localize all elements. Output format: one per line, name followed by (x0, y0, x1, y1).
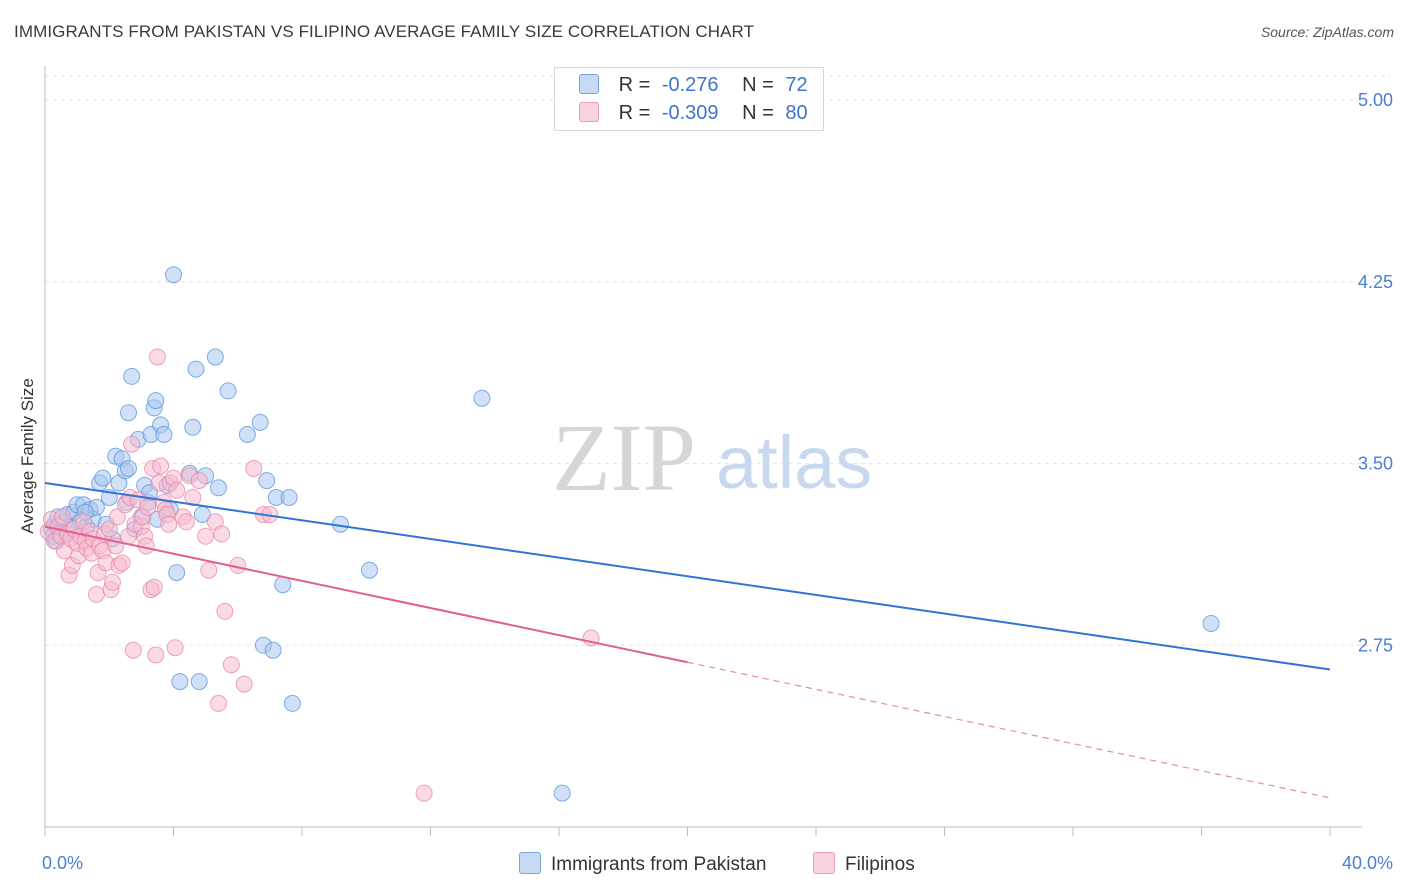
data-point (165, 266, 182, 284)
trendline-filipinos-extension (687, 661, 1331, 799)
data-point (245, 460, 263, 477)
data-point (155, 426, 173, 443)
trendline-filipinos (44, 525, 688, 664)
data-point (94, 469, 112, 487)
data-points (39, 266, 1220, 802)
y-axis-label: Average Family Size (18, 378, 37, 534)
data-point (219, 382, 237, 400)
watermark-zip: ZIP (552, 404, 696, 511)
data-point (152, 457, 170, 475)
data-point (238, 426, 256, 443)
data-point (190, 472, 208, 490)
data-point (190, 673, 208, 691)
data-point (113, 554, 131, 572)
data-point (120, 404, 137, 422)
legend-swatch-filipinos (579, 102, 599, 122)
bottom-legend-swatch-filipinos (813, 852, 835, 874)
legend-n-label: N = (742, 74, 774, 96)
data-point (166, 639, 184, 657)
source-label: Source: ZipAtlas.com (1260, 24, 1394, 40)
data-point (168, 481, 186, 499)
legend-r-value: -0.276 (661, 74, 719, 96)
data-point (147, 646, 165, 664)
watermark: ZIP atlas (552, 404, 872, 511)
y-tick-label: 5.00 (1358, 90, 1393, 110)
data-point (415, 784, 433, 802)
bottom-legend-label-filipinos: Filipinos (845, 854, 915, 875)
x-tick-label: 40.0% (1342, 853, 1393, 873)
data-point (123, 435, 141, 453)
correlation-legend: R = -0.276 N = 72 R = -0.309 N = 80 (554, 67, 824, 131)
trendline-pakistan (44, 482, 1331, 671)
legend-r-label: R = (618, 74, 651, 96)
data-point (160, 515, 178, 533)
data-point (361, 561, 378, 579)
data-point (184, 418, 202, 436)
data-point (1202, 615, 1220, 632)
y-tick-label: 2.75 (1358, 635, 1393, 655)
bottom-legend-pakistan: Immigrants from Pakistan (519, 852, 766, 876)
data-point (187, 360, 205, 378)
data-point (184, 489, 202, 506)
data-point (197, 527, 215, 545)
bottom-legend-filipinos: Filipinos (813, 852, 915, 876)
data-point (264, 641, 282, 659)
data-point (206, 348, 224, 366)
legend-r-label: R = (618, 102, 651, 124)
legend-n-label: N = (742, 102, 774, 124)
watermark-atlas: atlas (716, 421, 872, 504)
bottom-legend-label-pakistan: Immigrants from Pakistan (551, 854, 767, 875)
data-point (124, 641, 142, 659)
data-point (251, 413, 269, 431)
data-point (168, 564, 186, 582)
y-tick-label: 3.50 (1358, 454, 1393, 474)
data-point (200, 561, 218, 579)
data-point (216, 602, 234, 620)
data-point (54, 508, 72, 526)
chart-title: IMMIGRANTS FROM PAKISTAN VS FILIPINO AVE… (14, 22, 755, 41)
x-tick-label: 0.0% (42, 853, 83, 873)
data-point (147, 392, 165, 410)
trendlines (44, 482, 1331, 799)
data-point (283, 694, 301, 712)
legend-r-value: -0.309 (661, 102, 719, 124)
data-point (145, 578, 163, 596)
grid (45, 75, 1390, 646)
data-point (120, 460, 137, 477)
axis-labels: 2.75 3.50 4.25 5.00 0.0% 40.0% Average Family … (18, 90, 1393, 873)
data-point (210, 694, 227, 712)
data-point (108, 508, 126, 526)
data-point (258, 472, 276, 490)
data-point (123, 367, 141, 385)
data-point (177, 513, 195, 531)
legend-row-filipinos: R = -0.309 N = 80 (579, 102, 808, 126)
data-point (222, 656, 240, 674)
data-point (100, 520, 118, 538)
data-point (280, 489, 298, 506)
data-point (235, 675, 253, 693)
axes (44, 66, 1362, 836)
legend-n-value: 72 (785, 74, 808, 96)
data-point (87, 585, 105, 603)
legend-row-pakistan: R = -0.276 N = 72 (579, 74, 808, 98)
data-point (473, 389, 491, 407)
data-point (139, 498, 157, 516)
data-point (213, 525, 231, 543)
data-point (148, 348, 166, 366)
data-point (104, 573, 121, 591)
y-tick-label: 4.25 (1358, 272, 1393, 292)
data-point (274, 576, 292, 594)
data-point (553, 784, 571, 802)
bottom-legend-swatch-pakistan (519, 852, 541, 874)
legend-n-value: 80 (785, 102, 808, 124)
legend-swatch-pakistan (579, 74, 599, 94)
data-point (171, 673, 189, 691)
data-point (210, 479, 227, 497)
